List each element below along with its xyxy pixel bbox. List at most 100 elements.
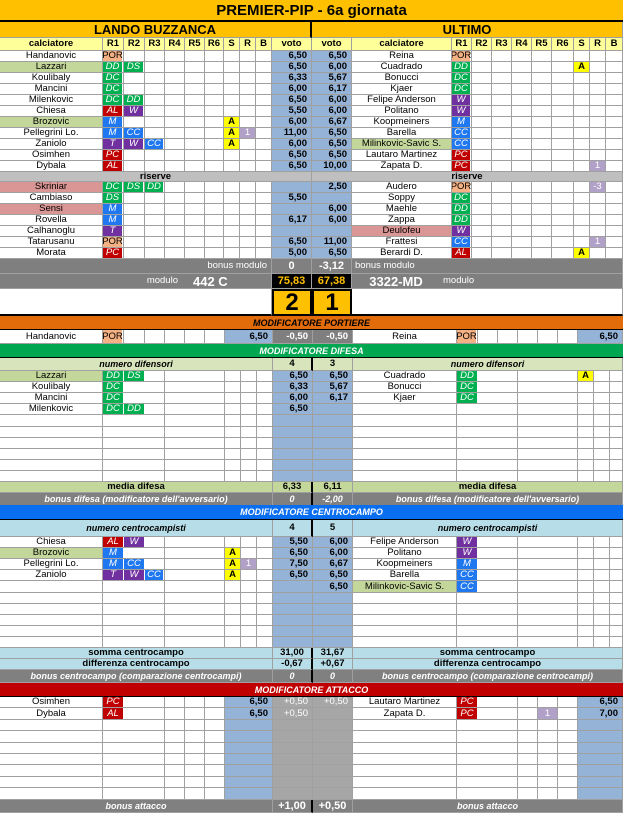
bonus-r-cell[interactable]: [240, 226, 256, 237]
substitution-cell[interactable]: [224, 95, 240, 106]
empty-cell[interactable]: [518, 460, 578, 471]
role-cell[interactable]: [472, 73, 492, 84]
role-cell[interactable]: [185, 128, 205, 139]
voto-cell[interactable]: [578, 788, 623, 800]
bonus-r-cell[interactable]: [594, 449, 610, 460]
bonus-r-cell[interactable]: [241, 449, 257, 460]
empty-cell[interactable]: [205, 720, 225, 731]
role-cell[interactable]: [165, 84, 185, 95]
attack-bonus-cell[interactable]: +0,50: [313, 697, 353, 708]
role-cell[interactable]: [145, 708, 165, 720]
bonus-r-cell[interactable]: [594, 626, 610, 637]
role-cell[interactable]: [145, 471, 165, 482]
role-cell[interactable]: [512, 62, 532, 73]
role-cell[interactable]: [552, 117, 574, 128]
substitution-cell[interactable]: [578, 593, 594, 604]
role-cell[interactable]: AL: [103, 537, 124, 548]
empty-cell[interactable]: [518, 788, 538, 800]
bonus-r-cell[interactable]: [594, 637, 610, 648]
role-cell[interactable]: POR: [103, 237, 124, 248]
role-cell[interactable]: [145, 248, 165, 259]
role-cell[interactable]: [552, 237, 574, 248]
player-name-cell[interactable]: Chiesa: [0, 106, 103, 117]
bonus-b-cell[interactable]: [606, 73, 623, 84]
role-cell[interactable]: [145, 51, 165, 62]
voto-cell[interactable]: 6,00: [313, 548, 353, 559]
role-cell[interactable]: [185, 182, 205, 193]
voto-cell[interactable]: 11,00: [272, 128, 312, 139]
empty-cell[interactable]: [185, 708, 205, 720]
bonus-b-cell[interactable]: [606, 84, 623, 95]
empty-cell[interactable]: [165, 415, 225, 427]
role-cell[interactable]: [498, 438, 518, 449]
role-cell[interactable]: [145, 593, 165, 604]
bonus-b-cell[interactable]: [606, 226, 623, 237]
role-cell[interactable]: [498, 697, 518, 708]
bonus-b-cell[interactable]: [256, 204, 272, 215]
role-cell[interactable]: [145, 537, 165, 548]
role-cell[interactable]: POR: [103, 51, 124, 62]
empty-cell[interactable]: [518, 720, 538, 731]
empty-cell[interactable]: [518, 615, 578, 626]
role-cell[interactable]: [552, 62, 574, 73]
bonus-b-cell[interactable]: [610, 626, 623, 637]
voto-cell[interactable]: 6,50: [273, 404, 313, 415]
role-cell[interactable]: DD: [145, 182, 165, 193]
role-cell[interactable]: [478, 559, 498, 570]
empty-cell[interactable]: [518, 559, 578, 570]
voto-cell[interactable]: 6,50: [312, 150, 352, 161]
role-cell[interactable]: [103, 765, 124, 777]
voto-cell[interactable]: 6,33: [272, 73, 312, 84]
empty-cell[interactable]: [518, 765, 538, 777]
player-name-cell[interactable]: [0, 604, 103, 615]
player-name-cell[interactable]: [353, 626, 457, 637]
player-name-cell[interactable]: Brozovic: [0, 548, 103, 559]
bonus-b-cell[interactable]: [610, 615, 623, 626]
attack-bonus-cell[interactable]: [313, 765, 353, 777]
role-cell[interactable]: [498, 708, 518, 720]
role-cell[interactable]: [124, 51, 145, 62]
role-cell[interactable]: [498, 604, 518, 615]
role-cell[interactable]: [457, 731, 478, 743]
player-name-cell[interactable]: [353, 754, 457, 765]
empty-cell[interactable]: [205, 777, 225, 788]
role-cell[interactable]: M: [103, 559, 124, 570]
bonus-r-cell[interactable]: [590, 150, 606, 161]
bonus-b-cell[interactable]: [558, 708, 578, 720]
role-cell[interactable]: [205, 248, 224, 259]
role-cell[interactable]: M: [103, 204, 124, 215]
bonus-b-cell[interactable]: [606, 204, 623, 215]
bonus-r-cell[interactable]: [241, 404, 257, 415]
voto-cell[interactable]: [225, 743, 273, 754]
voto-cell[interactable]: [578, 754, 623, 765]
role-cell[interactable]: CC: [452, 128, 472, 139]
empty-cell[interactable]: [165, 720, 185, 731]
role-cell[interactable]: [498, 559, 518, 570]
role-cell[interactable]: M: [103, 117, 124, 128]
role-cell[interactable]: AL: [103, 161, 124, 172]
player-name-cell[interactable]: [0, 788, 103, 800]
substitution-cell[interactable]: [578, 581, 594, 593]
role-cell[interactable]: [145, 193, 165, 204]
player-name-cell[interactable]: [0, 438, 103, 449]
empty-cell[interactable]: [518, 427, 578, 438]
role-cell[interactable]: [124, 449, 145, 460]
role-cell[interactable]: [103, 415, 124, 427]
player-name-cell[interactable]: Milenkovic: [0, 404, 103, 415]
role-cell[interactable]: [103, 743, 124, 754]
role-cell[interactable]: [492, 182, 512, 193]
empty-cell[interactable]: [165, 393, 225, 404]
bonus-b-cell[interactable]: [558, 697, 578, 708]
bonus-r-cell[interactable]: [538, 731, 558, 743]
player-name-cell[interactable]: Milinkovic-Savic S.: [353, 581, 457, 593]
player-name-cell[interactable]: [353, 471, 457, 482]
role-cell[interactable]: POR: [457, 330, 478, 344]
empty-cell[interactable]: [185, 743, 205, 754]
role-cell[interactable]: [478, 415, 498, 427]
empty-cell[interactable]: [165, 581, 225, 593]
voto-cell[interactable]: 6,67: [312, 117, 352, 128]
voto-cell[interactable]: 6,50: [272, 95, 312, 106]
player-name-cell[interactable]: [353, 404, 457, 415]
voto-cell[interactable]: 6,50: [272, 150, 312, 161]
bonus-r-cell[interactable]: [241, 615, 257, 626]
